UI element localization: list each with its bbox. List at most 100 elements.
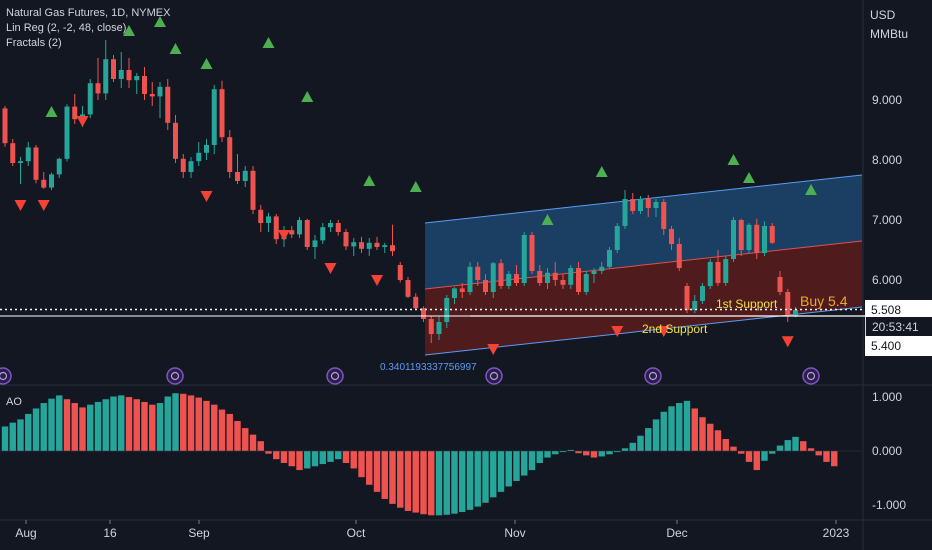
candle-body	[467, 266, 473, 292]
ao-bar	[521, 451, 528, 476]
candle-body	[521, 235, 527, 283]
time-label: Aug	[15, 526, 37, 540]
ao-bar	[567, 449, 574, 451]
candle-body	[421, 308, 426, 319]
ao-bar	[831, 451, 838, 467]
event-icon	[0, 367, 12, 385]
candle-body	[111, 59, 116, 79]
candle-body	[545, 272, 550, 283]
candle-body	[405, 280, 411, 297]
ao-bar	[172, 393, 179, 451]
ao-bar	[118, 395, 125, 451]
ao-bar	[761, 451, 768, 461]
fractal-up-marker	[301, 91, 314, 102]
candle-body	[514, 274, 519, 283]
ao-bar	[482, 451, 489, 503]
candle-body	[2, 108, 8, 144]
regression-middle-line	[424, 240, 863, 290]
candle-body	[56, 158, 62, 175]
candle-body	[266, 216, 271, 223]
ao-bar	[544, 451, 551, 458]
ao-bar	[149, 404, 156, 451]
ao-bar	[358, 451, 365, 478]
candle-body	[645, 199, 651, 208]
ao-bar	[40, 403, 47, 451]
currency-label[interactable]: USD	[870, 8, 896, 22]
ao-bar	[738, 451, 745, 454]
ao-bar	[389, 451, 396, 504]
candle-body	[273, 216, 279, 240]
candle-body	[18, 161, 23, 163]
ao-bar	[311, 451, 319, 467]
ao-bar	[234, 421, 241, 451]
ao-bar	[459, 451, 466, 513]
event-icon-glyph	[648, 371, 658, 381]
ao-bar	[397, 451, 404, 508]
ao-bar	[443, 451, 450, 515]
candle-body	[188, 161, 194, 172]
candle-body	[506, 274, 512, 286]
ao-bar	[683, 400, 691, 451]
indicator-lin-reg[interactable]: Lin Reg (2, -2, 48, close)	[6, 22, 127, 34]
fractal-down-marker	[324, 263, 337, 274]
fractal-down-marker	[76, 116, 89, 127]
ao-tick: 0.000	[872, 444, 903, 458]
fractal-down-marker	[37, 200, 50, 211]
indicator-fractals[interactable]: Fractals (2)	[6, 37, 62, 49]
last-price-tag: 5.508	[865, 300, 932, 320]
indicator-ao[interactable]: AO	[6, 396, 22, 408]
ao-bar	[71, 403, 78, 451]
candle-body	[769, 226, 775, 243]
candle-body	[390, 245, 395, 252]
candle-body	[204, 145, 209, 153]
ao-tick: 1.000	[872, 390, 903, 404]
event-icon-glyph	[170, 371, 180, 381]
ao-bar	[25, 413, 32, 451]
fractal-up-marker	[409, 181, 422, 192]
ao-bar	[288, 451, 295, 467]
fractal-up-marker	[123, 25, 135, 36]
candle-body	[529, 235, 535, 271]
candle-body	[591, 271, 597, 274]
candle-body	[95, 83, 101, 94]
ao-bar	[505, 451, 512, 487]
fractal-down-marker	[278, 230, 290, 241]
candle-body	[413, 296, 419, 309]
ao-bar	[769, 451, 776, 454]
candle-body	[258, 209, 264, 223]
ao-bar	[490, 451, 497, 498]
candle-body	[382, 245, 388, 247]
candle-body	[134, 76, 140, 81]
candle-body	[227, 137, 233, 172]
candle-body	[173, 122, 178, 159]
fractal-down-marker	[200, 191, 213, 202]
ao-bar	[776, 445, 784, 451]
candle-body	[622, 199, 628, 226]
event-icon-glyph	[330, 371, 340, 381]
ao-bar	[428, 451, 435, 516]
symbol-title[interactable]: Natural Gas Futures, 1D, NYMEX	[6, 7, 171, 19]
candle-body	[715, 262, 721, 283]
ao-bar	[265, 451, 272, 454]
fractal-down-marker	[781, 336, 794, 348]
unit-label[interactable]: MMBtu	[870, 27, 909, 41]
candle-body	[436, 322, 442, 334]
candle-body	[142, 76, 147, 94]
ao-bar	[110, 396, 117, 451]
candle-body	[568, 268, 574, 285]
ao-bar	[652, 419, 660, 451]
event-icon-glyph	[806, 371, 816, 381]
candle-body	[289, 230, 295, 235]
ao-bar	[133, 399, 140, 451]
candle-body	[196, 152, 202, 162]
ao-bar	[342, 451, 350, 463]
candle-body	[87, 83, 93, 115]
fractal-up-marker	[743, 172, 755, 183]
candle-body	[692, 301, 698, 310]
fractal-up-marker	[200, 58, 213, 69]
candle-body	[738, 220, 744, 250]
ao-bar	[753, 451, 760, 471]
price-tick: 6.000	[872, 273, 903, 287]
ao-bar	[660, 411, 667, 451]
